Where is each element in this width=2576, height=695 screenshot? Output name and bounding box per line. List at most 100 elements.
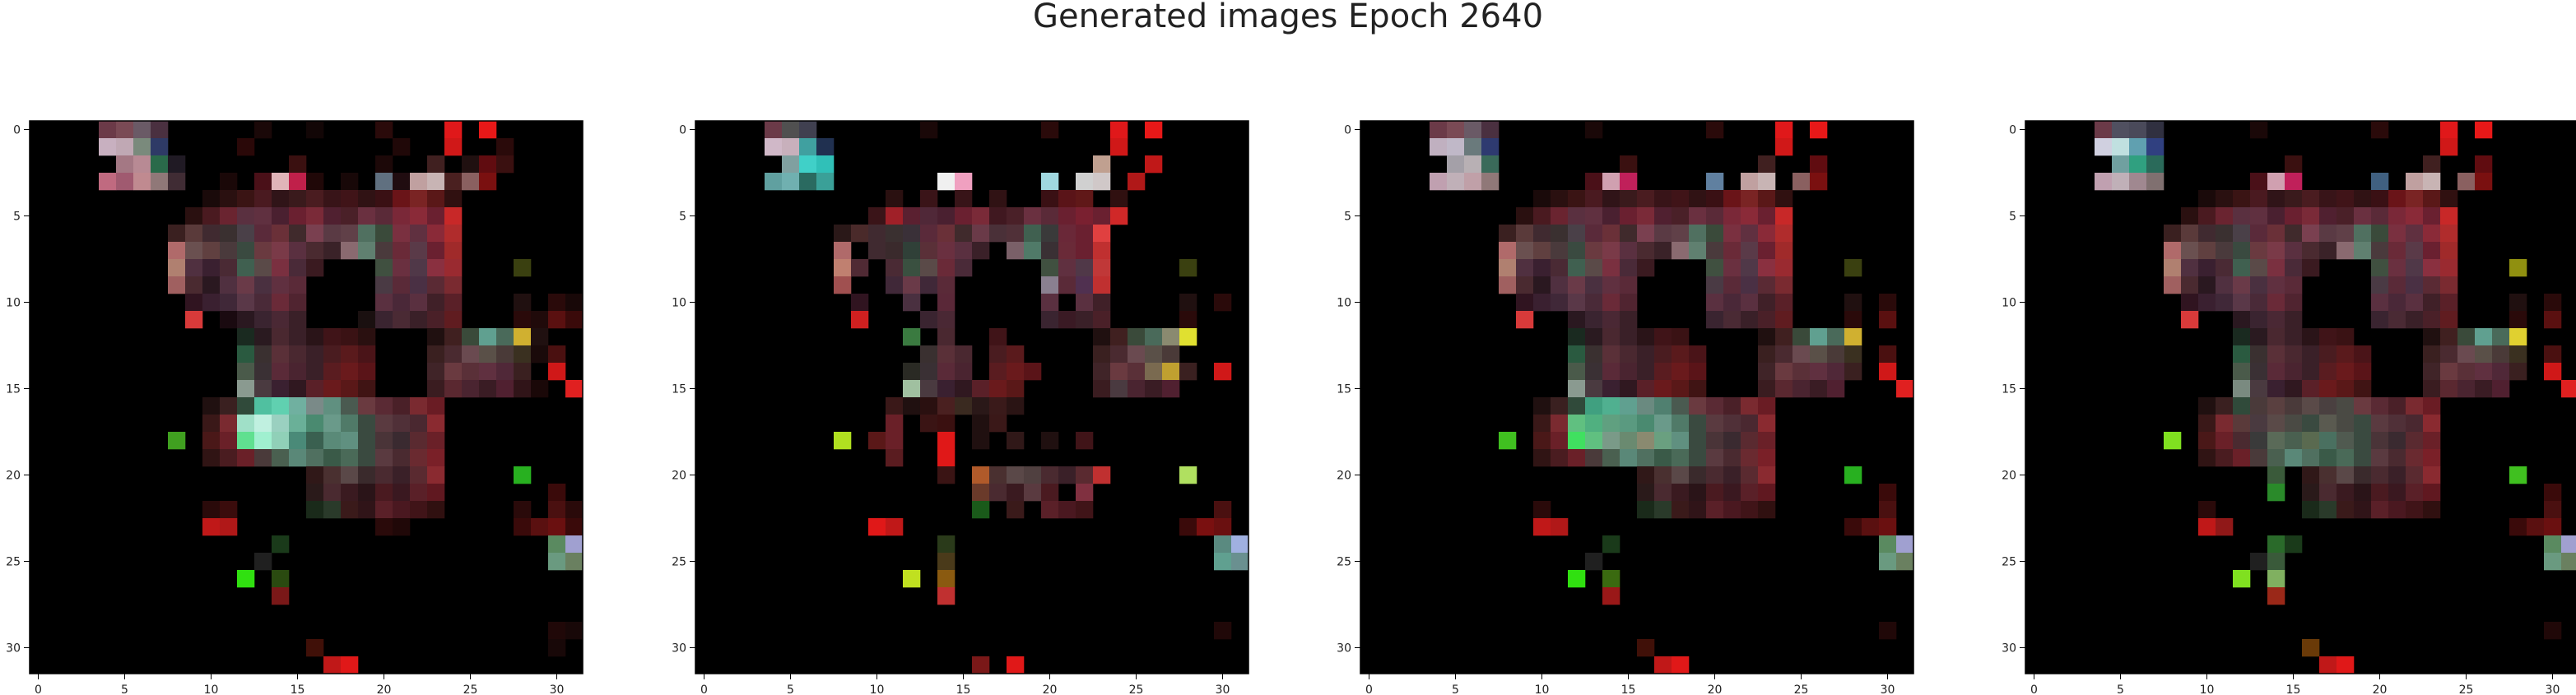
image-pixel [868, 432, 886, 450]
image-pixel [1533, 449, 1551, 467]
image-pixel [2198, 259, 2216, 277]
image-pixel [272, 242, 290, 260]
image-pixel [323, 484, 342, 502]
image-pixel [1637, 380, 1655, 398]
image-pixel [1145, 121, 1163, 139]
image-pixel [886, 415, 904, 433]
image-pixel [1810, 328, 1828, 346]
image-pixel [1758, 311, 1776, 329]
image-pixel [306, 432, 324, 450]
image-pixel [1620, 190, 1638, 208]
image-pixel [1007, 225, 1025, 243]
image-pixel [816, 155, 835, 174]
image-pixel [496, 380, 514, 398]
image-pixel [306, 501, 324, 519]
image-pixel [972, 484, 990, 502]
figure-title: Generated images Epoch 2640 [1032, 0, 1544, 35]
image-pixel [2164, 225, 2182, 243]
image-pixel [2561, 553, 2576, 571]
image-pixel [375, 449, 393, 467]
image-pixel [1758, 397, 1776, 415]
image-pixel [886, 276, 904, 294]
image-pixel [2440, 242, 2458, 260]
image-pixel [1741, 259, 1759, 277]
image-pixel [1568, 328, 1586, 346]
image-pixel [185, 242, 203, 260]
image-pixel [1654, 449, 1672, 467]
image-pixel [851, 311, 869, 329]
image-pixel [2440, 259, 2458, 277]
image-pixel [375, 259, 393, 277]
image-pixel [2388, 484, 2406, 502]
image-pixel [903, 207, 921, 225]
image-pixel [1197, 518, 1215, 536]
image-pixel [955, 363, 973, 381]
image-pixel [2492, 363, 2510, 381]
image-pixel [1793, 173, 1811, 191]
image-pixel [168, 259, 186, 277]
image-pixel [272, 259, 290, 277]
image-pixel [1585, 328, 1603, 346]
image-pixel [886, 449, 904, 467]
image-pixel [1758, 328, 1776, 346]
image-pixel [1654, 345, 1672, 364]
image-pixel [2112, 173, 2130, 191]
image-pixel [2509, 328, 2527, 346]
image-pixel [393, 311, 411, 329]
image-pixel [289, 173, 307, 191]
image-pixel [2216, 449, 2234, 467]
image-pixel [375, 294, 393, 312]
image-pixel [1620, 345, 1638, 364]
image-pixel [1585, 190, 1603, 208]
image-pixel [1464, 138, 1482, 156]
image-pixel [289, 242, 307, 260]
image-pixel [2267, 535, 2285, 554]
image-pixel [989, 415, 1007, 433]
image-pixel [1093, 311, 1111, 329]
image-pixel [903, 259, 921, 277]
image-pixel [2337, 415, 2355, 433]
image-pixel [1879, 294, 1897, 312]
image-pixel [272, 190, 290, 208]
image-pixel [2250, 363, 2268, 381]
image-pixel [1214, 622, 1232, 640]
image-pixel [1568, 363, 1586, 381]
image-pixel [2423, 294, 2441, 312]
image-pixel [1810, 121, 1828, 139]
image-pixel [1672, 432, 1690, 450]
image-pixel [1076, 501, 1094, 519]
image-pixel [1585, 276, 1603, 294]
image-pixel [151, 121, 169, 139]
image-pixel [1568, 294, 1586, 312]
image-pixel [1024, 242, 1042, 260]
image-pixel [1602, 363, 1620, 381]
image-pixel [2233, 363, 2251, 381]
image-pixel [1689, 363, 1707, 381]
image-pixel [1041, 207, 1059, 225]
image-pixel [2440, 121, 2458, 139]
image-pixel [2388, 225, 2406, 243]
image-pixel [410, 242, 428, 260]
image-pixel [496, 138, 514, 156]
image-pixel [868, 225, 886, 243]
image-pixel [237, 276, 255, 294]
image-pixel [920, 345, 938, 364]
image-pixel [2371, 294, 2389, 312]
image-pixel [1076, 276, 1094, 294]
image-pixel [2406, 449, 2424, 467]
image-pixel [393, 242, 411, 260]
image-pixel [393, 449, 411, 467]
image-pixel [937, 328, 956, 346]
image-pixel [2423, 345, 2441, 364]
image-pixel [1896, 380, 1914, 398]
image-pixel [1672, 328, 1690, 346]
image-pixel [289, 415, 307, 433]
image-pixel [2406, 415, 2424, 433]
image-pixel [972, 415, 990, 433]
image-pixel [1723, 484, 1741, 502]
image-pixel [1672, 415, 1690, 433]
image-pixel [1145, 345, 1163, 364]
image-pixel [1093, 155, 1111, 174]
image-pixel [1024, 484, 1042, 502]
image-pixel [1654, 432, 1672, 450]
